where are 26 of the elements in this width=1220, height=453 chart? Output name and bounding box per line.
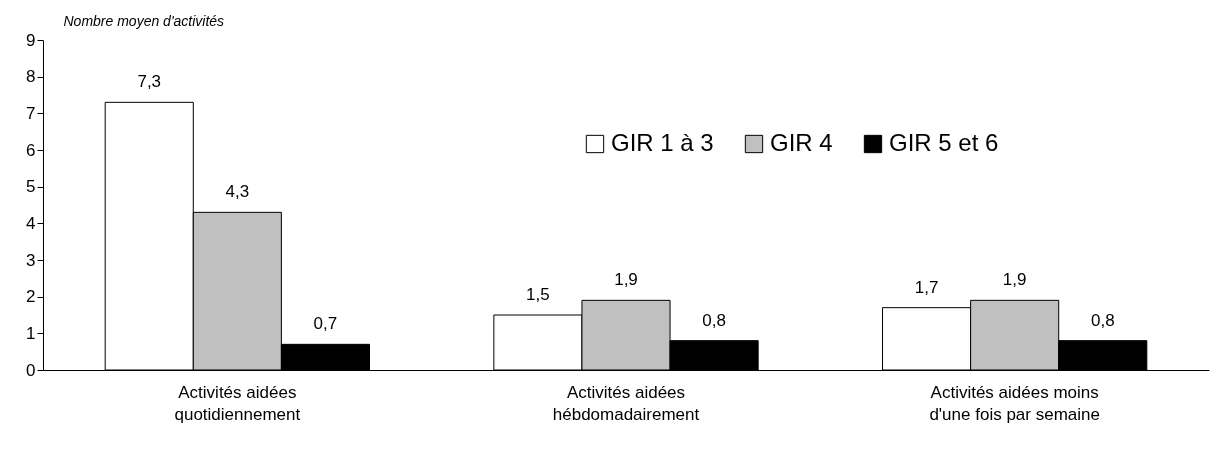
y-tick-label: 5 bbox=[26, 177, 36, 197]
y-tick-label: 4 bbox=[26, 213, 36, 233]
data-label: 4,3 bbox=[225, 182, 250, 202]
x-tick-label: Activités aidées hébdomadairement bbox=[552, 382, 700, 424]
legend-label: GIR 1 à 3 bbox=[611, 129, 714, 156]
data-label: 7,3 bbox=[137, 72, 162, 92]
y-tick-label: 3 bbox=[26, 250, 36, 270]
x-tick-label: Activités aidées moins d'une fois par semaine bbox=[929, 382, 1100, 424]
data-label: 1,9 bbox=[1002, 270, 1027, 290]
x-tick-label: Activités aidées quotidiennement bbox=[174, 382, 301, 424]
data-label: 0,8 bbox=[1090, 310, 1115, 330]
y-tick-label: 1 bbox=[26, 323, 36, 343]
y-tick-label: 2 bbox=[26, 287, 36, 307]
data-label: 1,9 bbox=[614, 270, 638, 290]
legend-label: GIR 4 bbox=[770, 129, 833, 156]
y-tick-label: 7 bbox=[26, 103, 36, 123]
y-tick-label: 9 bbox=[26, 30, 36, 50]
y-tick-label: 8 bbox=[26, 67, 36, 87]
data-label: 1,5 bbox=[526, 285, 550, 304]
data-label: 1,7 bbox=[914, 277, 939, 297]
y-axis-title: Nombre moyen d'activités bbox=[63, 12, 225, 29]
data-label: 0,7 bbox=[313, 314, 338, 334]
legend-label: GIR 5 et 6 bbox=[889, 129, 999, 156]
data-label: 0,8 bbox=[702, 310, 726, 330]
y-tick-label: 6 bbox=[26, 140, 36, 160]
y-tick-label: 0 bbox=[26, 360, 36, 380]
